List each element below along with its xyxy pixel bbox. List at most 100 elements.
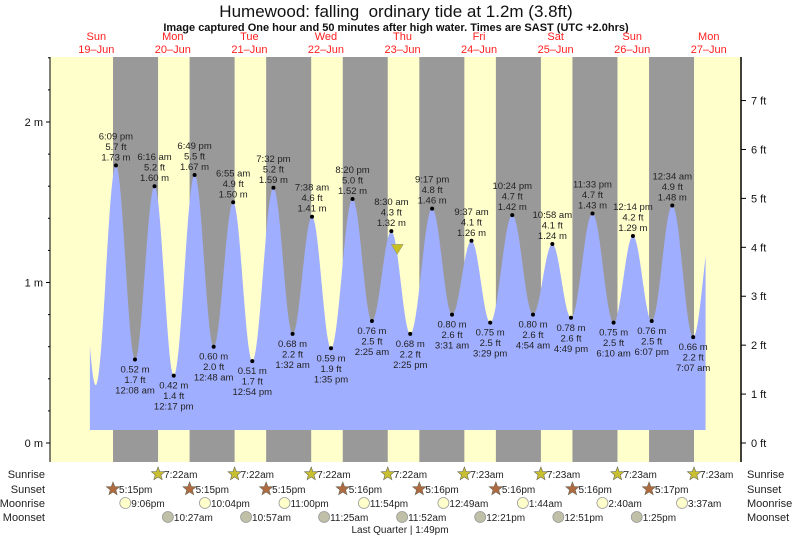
- high-tide-label: 8:30 am: [374, 197, 408, 208]
- moonset-moon-icon: [318, 511, 330, 523]
- high-tide-point: [271, 185, 276, 190]
- low-tide-label: 2.5 ft: [361, 337, 382, 348]
- high-tide-label: 4.9 ft: [223, 179, 244, 190]
- day-name: Fri: [473, 31, 486, 43]
- low-tide-point: [450, 312, 455, 317]
- high-tide-label: 1.46 m: [418, 196, 447, 207]
- high-tide-label: 9:17 pm: [415, 175, 449, 186]
- sunset-row-label-left: Sunset: [11, 484, 45, 496]
- moon-phase: Last Quarter | 1:49pm: [351, 525, 448, 536]
- low-tide-point: [369, 319, 374, 324]
- high-tide-label: 4.1 ft: [461, 217, 482, 228]
- left-tick-label: 2 m: [25, 117, 43, 129]
- low-tide-label: 3:29 pm: [473, 349, 507, 360]
- low-tide-label: 6:07 pm: [635, 347, 669, 358]
- low-tide-label: 1.9 ft: [320, 364, 341, 375]
- moonset-time: 12:21pm: [486, 513, 525, 524]
- high-tide-label: 1.50 m: [219, 189, 248, 200]
- moonrise-row-label-left: Moonrise: [0, 498, 45, 510]
- high-tide-point: [670, 203, 675, 208]
- sunset-star-icon: [258, 481, 274, 496]
- low-tide-label: 2.2 ft: [282, 349, 303, 360]
- low-tide-label: 1.4 ft: [163, 391, 184, 402]
- sunset-star-icon: [641, 481, 657, 496]
- high-tide-label: 4.3 ft: [381, 208, 402, 219]
- low-tide-label: 0.42 m: [159, 381, 188, 392]
- moonset-moon-icon: [630, 511, 643, 523]
- axes: 0 m 1 m 2 m 0 ft 1 ft 2 ft 3 ft 4 ft 5 ft 6 ft 7 f…: [25, 57, 766, 462]
- sunset-time: 5:16pm: [578, 485, 611, 496]
- right-tick-label: 5 ft: [751, 193, 766, 205]
- day-name: Sun: [86, 31, 106, 43]
- high-tide-label: 1.42 m: [498, 202, 527, 213]
- sunset-star-icon: [411, 481, 427, 496]
- low-tide-label: 2.2 ft: [400, 349, 421, 360]
- sunrise-time: 7:23am: [700, 470, 733, 481]
- sunrise-time: 7:23am: [623, 470, 656, 481]
- low-tide-point: [649, 319, 654, 324]
- day-date: 20–Jun: [155, 44, 191, 56]
- moonset-moon-icon: [396, 511, 408, 523]
- day-labels: Sun19–JunMon20–JunTue21–JunWed22–JunThu2…: [78, 31, 727, 56]
- moonset-time: 12:51pm: [564, 513, 603, 524]
- high-tide-point: [192, 172, 197, 177]
- high-tide-label: 5.0 ft: [342, 176, 363, 187]
- low-tide-point: [171, 373, 176, 378]
- low-tide-point: [611, 320, 616, 325]
- sunrise-time: 7:22am: [394, 470, 427, 481]
- high-tide-label: 1.26 m: [457, 228, 486, 239]
- sunset-row-label-right: Sunset: [747, 484, 781, 496]
- high-tide-label: 5.7 ft: [105, 142, 126, 153]
- high-tide-label: 1.52 m: [338, 186, 367, 197]
- moonset-moon-icon: [161, 511, 174, 523]
- low-tide-label: 2.6 ft: [522, 330, 543, 341]
- high-tide-label: 8:20 pm: [335, 165, 369, 176]
- moonrise-row-label-right: Moonrise: [747, 498, 792, 510]
- right-tick-label: 6 ft: [751, 144, 766, 156]
- low-tide-label: 0.80 m: [437, 320, 466, 331]
- high-tide-label: 11:33 pm: [573, 179, 612, 190]
- day-name: Thu: [393, 31, 412, 43]
- left-tick-label: 0 m: [25, 438, 43, 450]
- moonset-time: 1:25pm: [643, 513, 676, 524]
- day-name: Wed: [315, 31, 337, 43]
- high-tide-point: [389, 229, 394, 234]
- day-date: 27–Jun: [691, 44, 727, 56]
- sunrise-time: 7:23am: [470, 470, 503, 481]
- low-tide-label: 4:54 am: [516, 341, 550, 352]
- day-name: Tue: [240, 31, 259, 43]
- right-tick-label: 0 ft: [751, 438, 766, 450]
- moonrise-moon-icon: [199, 497, 211, 509]
- moonset-row-label-right: Moonset: [747, 512, 789, 524]
- sunset-star-icon: [105, 481, 121, 496]
- sunset-star-icon: [564, 481, 580, 496]
- low-tide-point: [691, 335, 696, 340]
- day-date: 21–Jun: [231, 44, 267, 56]
- moonrise-moon-icon: [596, 497, 609, 509]
- low-tide-point: [488, 320, 493, 325]
- high-tide-label: 7:32 pm: [256, 154, 290, 165]
- low-tide-label: 0.78 m: [556, 323, 585, 334]
- low-tide-label: 0.60 m: [199, 352, 228, 363]
- high-tide-label: 4.9 ft: [662, 182, 683, 193]
- sunrise-time: 7:22am: [317, 470, 350, 481]
- moonrise-time: 11:54pm: [370, 499, 408, 510]
- moonset-moon-icon: [474, 511, 487, 523]
- sunrise-star-icon: [533, 466, 549, 481]
- sunset-time: 5:16pm: [425, 485, 458, 496]
- high-tide-point: [590, 211, 595, 216]
- high-tide-label: 6:55 am: [216, 168, 250, 179]
- low-tide-label: 2.5 ft: [480, 338, 501, 349]
- low-tide-point: [211, 344, 216, 349]
- low-tide-point: [408, 331, 413, 336]
- moonset-time: 10:57am: [252, 513, 291, 524]
- moonrise-time: 12:49am: [449, 499, 488, 510]
- high-tide-label: 1.41 m: [298, 204, 327, 215]
- low-tide-label: 4:49 pm: [554, 344, 588, 355]
- moonset-moon-icon: [552, 511, 565, 523]
- low-tide-label: 6:10 am: [596, 349, 630, 360]
- low-tide-label: 0.68 m: [278, 339, 307, 350]
- day-name: Mon: [162, 31, 183, 43]
- moonset-time: 10:27am: [174, 513, 213, 524]
- sunrise-star-icon: [150, 466, 166, 481]
